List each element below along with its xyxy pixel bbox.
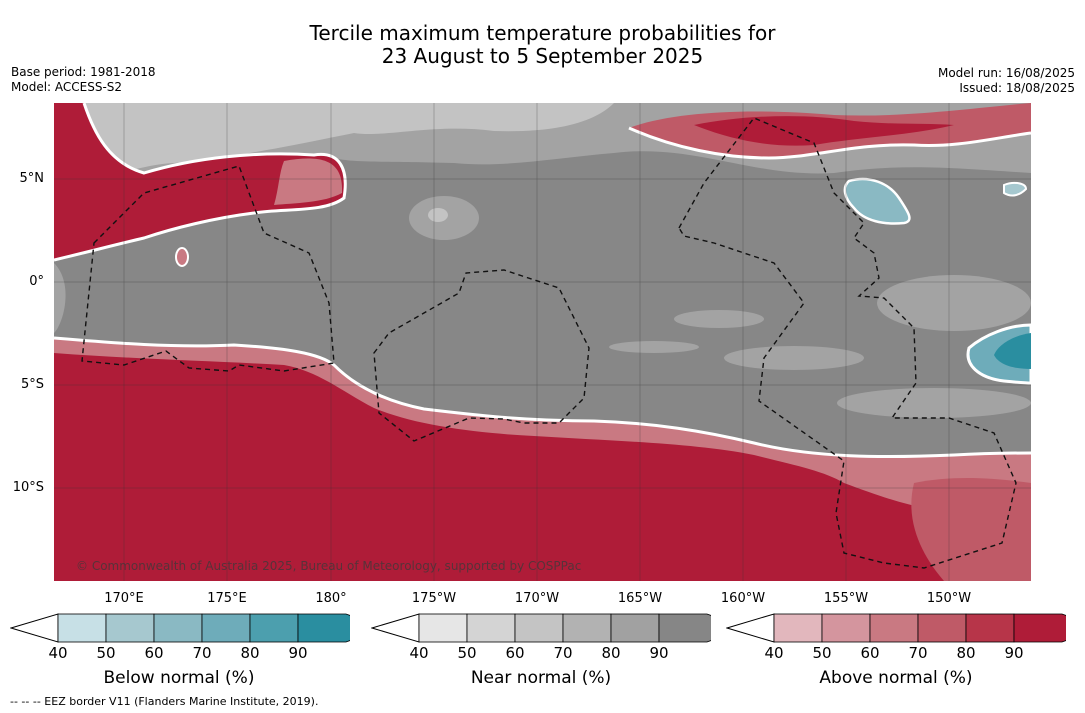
- colorbar-tick-label: 90: [288, 644, 308, 662]
- colorbar-segment: [105, 613, 155, 643]
- below-normal-east-core: [994, 333, 1031, 369]
- lat-label-5s: 5°S: [20, 377, 44, 392]
- near-normal-patch: [428, 208, 448, 222]
- base-period: Base period: 1981-2018: [11, 65, 156, 79]
- colorbar-segment: [418, 613, 468, 643]
- near-normal-patch: [837, 388, 1031, 418]
- colorbar-tick-label: 70: [192, 644, 212, 662]
- colorbar-tick-label: 40: [764, 644, 784, 662]
- lat-label-10s: 10°S: [12, 480, 44, 495]
- colorbar-tick-label: 80: [601, 644, 621, 662]
- colorbar-segment: [466, 613, 516, 643]
- colorbar-label-above: Above normal (%): [819, 668, 973, 688]
- above-normal-southeast-light: [911, 478, 1031, 581]
- lon-label-175w: 175°W: [411, 591, 457, 606]
- colorbar-tick-label: 90: [1004, 644, 1024, 662]
- near-normal-patch: [724, 346, 864, 370]
- lat-label-0: 0°: [29, 274, 44, 289]
- eez-footnote: -- -- -- EEZ border V11 (Flanders Marine…: [10, 695, 319, 708]
- above-normal-northwest: [54, 103, 346, 260]
- lon-label-155w: 155°W: [823, 591, 869, 606]
- colorbar-segment: [869, 613, 919, 643]
- above-normal-spot: [175, 247, 189, 267]
- colorbar-segment: [917, 613, 967, 643]
- colorbar-segment: [821, 613, 871, 643]
- lon-label-175e: 175°E: [207, 591, 247, 606]
- colorbar-segment: [57, 613, 107, 643]
- below-normal-north: [843, 177, 911, 225]
- below-normal-north-small: [1003, 181, 1028, 197]
- graticule: [54, 103, 1031, 581]
- colorbar-tick-label: 60: [860, 644, 880, 662]
- model-run: Model run: 16/08/2025: [937, 66, 1075, 80]
- above-normal-south-core: [54, 353, 954, 581]
- colorbar-above-normal: [726, 613, 1066, 643]
- lon-label-160w: 160°W: [720, 591, 766, 606]
- colorbar-tick-label: 50: [96, 644, 116, 662]
- colorbar-segment: [562, 613, 612, 643]
- above-normal-south-edge: [54, 336, 1031, 459]
- colorbar-over-segment: [1013, 613, 1066, 643]
- colorbar-tick-label: 70: [553, 644, 573, 662]
- eez-borders: [81, 117, 1017, 569]
- colorbar-over-segment: [658, 613, 711, 643]
- metadata-left: Base period: 1981-2018 Model: ACCESS-S2: [11, 65, 156, 95]
- colorbar-under-arrow: [10, 613, 59, 643]
- colorbar-segment: [514, 613, 564, 643]
- colorbar-under-arrow: [726, 613, 775, 643]
- above-normal-northeast-edge: [628, 126, 1031, 160]
- colorbar-tick-label: 40: [409, 644, 429, 662]
- near-normal-patch: [609, 341, 699, 353]
- colorbar-tick-label: 40: [48, 644, 68, 662]
- colorbar-tick-label: 60: [144, 644, 164, 662]
- lon-label-170w: 170°W: [514, 591, 560, 606]
- colorbar-segment: [201, 613, 251, 643]
- colorbar-label-near: Near normal (%): [470, 668, 612, 688]
- colorbar-tick-label: 80: [956, 644, 976, 662]
- near-normal-patch: [877, 275, 1031, 331]
- near-normal-north-light: [54, 103, 614, 198]
- colorbar-tick-label: 50: [457, 644, 477, 662]
- colorbar-segment: [965, 613, 1015, 643]
- colorbar-segment: [610, 613, 660, 643]
- near-normal-patch: [674, 310, 764, 328]
- chart-title: Tercile maximum temperature probabilitie…: [0, 22, 1085, 68]
- colorbar-tick-label: 80: [240, 644, 260, 662]
- colorbar-label-below: Below normal (%): [103, 668, 255, 688]
- metadata-right: Model run: 16/08/2025 Issued: 18/08/2025: [938, 66, 1075, 96]
- colorbar-segment: [153, 613, 203, 643]
- issued-date: Issued: 18/08/2025: [959, 81, 1075, 95]
- colorbar-below-normal: [10, 613, 350, 643]
- near-normal-west-band: [54, 263, 66, 333]
- colorbar-tick-label: 90: [649, 644, 669, 662]
- colorbar-tick-label: 60: [505, 644, 525, 662]
- above-normal-northeast-core: [694, 116, 954, 146]
- lon-label-150w: 150°W: [926, 591, 972, 606]
- colorbar-segment: [249, 613, 299, 643]
- copyright-notice: © Commonwealth of Australia 2025, Bureau…: [76, 559, 581, 573]
- probability-map: © Commonwealth of Australia 2025, Bureau…: [54, 103, 1031, 581]
- lat-label-5n: 5°N: [19, 171, 45, 186]
- above-normal-northwest-mid: [274, 158, 343, 205]
- lon-label-165w: 165°W: [617, 591, 663, 606]
- colorbar-near-normal: [371, 613, 711, 643]
- colorbar-tick-label: 50: [812, 644, 832, 662]
- title-line-1: Tercile maximum temperature probabilitie…: [309, 21, 776, 45]
- title-line-2: 23 August to 5 September 2025: [381, 44, 704, 68]
- lon-label-170e: 170°E: [104, 591, 144, 606]
- colorbar-tick-label: 70: [908, 644, 928, 662]
- lon-label-180: 180°: [315, 591, 347, 606]
- model-name: Model: ACCESS-S2: [11, 80, 123, 94]
- colorbar-over-segment: [297, 613, 350, 643]
- colorbar-segment: [773, 613, 823, 643]
- colorbar-under-arrow: [371, 613, 420, 643]
- above-normal-northwest-edge: [54, 103, 347, 262]
